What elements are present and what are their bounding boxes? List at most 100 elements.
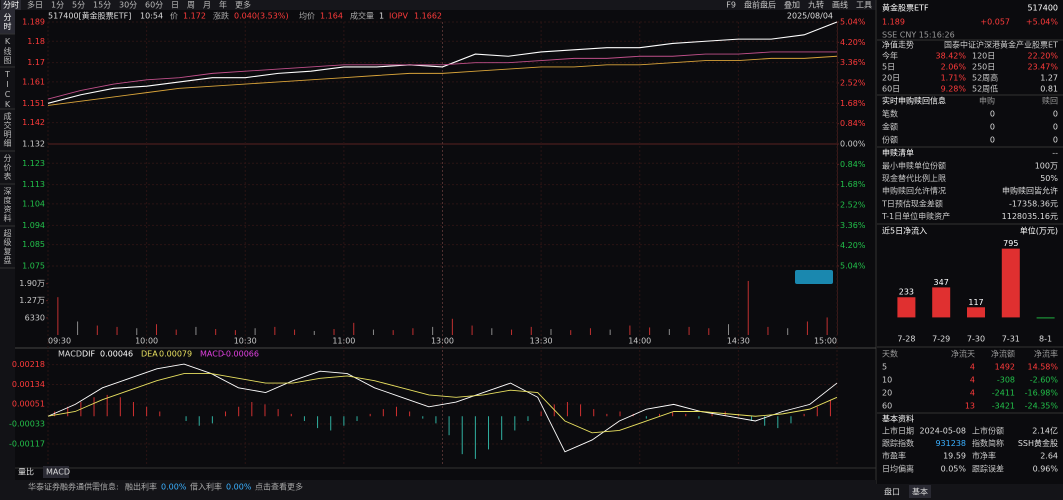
toolbar [0,0,876,10]
y-tick-label: 1.142 [22,118,45,127]
side-tab[interactable]: 分价表 [3,154,12,181]
period-tab[interactable]: 60分 [145,1,163,10]
y-tick-label: 1.132 [22,140,45,149]
series-line [47,373,838,434]
side-tab[interactable]: K线图 [3,37,12,65]
period-tab[interactable]: 分时 [3,0,19,10]
tool-button[interactable]: 工具 [856,1,872,10]
date: 2025/08/04 [787,12,833,21]
row-value: 0 [1053,123,1058,132]
table-cell: -2.60% [1030,376,1059,385]
macd-bar [488,416,490,450]
macd-bar [816,406,818,417]
info-text: 10:54 [140,12,163,21]
row-value: -17358.36元 [1009,199,1058,208]
status-text: 借入利率 [190,482,222,492]
panel-tab[interactable]: 盘口 [884,487,900,497]
y2-tick-label: 2.52% [840,201,866,210]
volume-bar [708,328,710,335]
x-tick-label: 7-31 [1002,335,1020,344]
period-tab[interactable]: 1分 [51,1,64,10]
section-title: 净值走势 [882,40,914,50]
popup-icon[interactable] [795,270,833,284]
macd-bar [606,413,608,417]
row-value: 1.71% [941,74,967,83]
volume-tick-label: 1.27万 [19,296,45,305]
period-tab[interactable]: 30分 [119,1,137,10]
row-value: 9.28% [941,85,967,94]
x-tick-label: 13:30 [530,337,553,346]
change-pct: +5.04% [1026,18,1059,27]
period-tab[interactable]: 多日 [27,0,43,10]
side-tab[interactable]: 分时 [3,13,12,31]
volume-bar [747,280,749,335]
data-label: 117 [968,298,983,307]
period-tab[interactable]: 月 [203,1,211,10]
macd-tick-label: -0.00033 [9,420,45,429]
row-label: 市净率 [972,451,996,461]
x-tick-label: 14:30 [727,337,750,346]
legend-value: 0.00079 [159,350,192,359]
volume-bar [688,326,690,335]
side-tab[interactable]: 超级复盘 [3,228,12,265]
volume-bar [254,328,256,335]
tool-button[interactable]: 画线 [832,0,848,10]
indicator-tab[interactable]: 量比 [18,467,34,477]
series-line [47,51,837,100]
status-text[interactable]: 点击查看更多 [255,482,303,492]
x-tick-label: 7-29 [932,335,950,344]
x-tick-label: 8-1 [1039,335,1052,344]
y-tick-label: 1.189 [22,18,45,27]
macd-bar [93,397,95,417]
side-tab[interactable]: TICK [3,70,12,110]
table-cell: -2411 [992,389,1015,398]
tool-button[interactable]: F9 [726,1,736,10]
tool-button[interactable]: 九转 [808,0,824,10]
macd-bar [277,409,279,417]
macd-bar [580,404,582,417]
row-label: 60日 [882,85,900,94]
column-header: 净流率 [1034,349,1058,359]
row-label: T-1日单位申赎资产 [881,211,950,221]
period-tab[interactable]: 5分 [72,1,85,10]
indicator-tab[interactable]: MACD [46,468,70,477]
row-value: 申购赎回皆允许 [1002,186,1058,196]
macd-bar [251,402,253,417]
y-tick-label: 1.085 [22,240,45,249]
period-tab[interactable]: 周 [187,1,195,10]
volume-bar [77,321,79,335]
volume-bar [471,325,473,335]
row-label: 52周高 [972,73,998,83]
side-tab[interactable]: 深度资料 [3,187,12,223]
macd-bar [119,397,121,417]
row-label: 笔数 [882,109,898,119]
series-line [47,21,838,104]
volume-bar [629,325,631,335]
macd-bar [238,406,240,417]
side-tab[interactable]: 成交明细 [3,111,12,148]
table-cell: 1492 [995,363,1015,372]
macd-bar [619,411,621,417]
status-text: 0.00% [161,483,187,492]
table-cell: 4 [970,363,975,372]
tool-button[interactable]: 盘前盘后 [744,0,776,10]
macd-bar [198,416,200,426]
tool-button[interactable]: 叠加 [784,0,800,10]
table-cell: 4 [970,376,975,385]
chart-subtitle: 单位(万元) [1020,226,1058,236]
period-tab[interactable]: 日 [171,1,179,10]
volume-bar [215,329,217,335]
table-cell: 60 [882,402,892,411]
macd-bar [369,413,371,417]
period-tab[interactable]: 年 [219,0,227,10]
bar [1036,317,1055,319]
row-label: 指数简称 [972,438,1004,448]
period-tab[interactable]: 15分 [93,1,111,10]
row-value: 2.64 [1040,452,1058,461]
macd-bar [330,416,332,431]
panel-tab[interactable]: 基本 [912,487,928,497]
volume-bar [234,330,236,335]
table-cell: -16.98% [1025,389,1059,398]
period-tab[interactable]: 更多 [235,0,251,10]
